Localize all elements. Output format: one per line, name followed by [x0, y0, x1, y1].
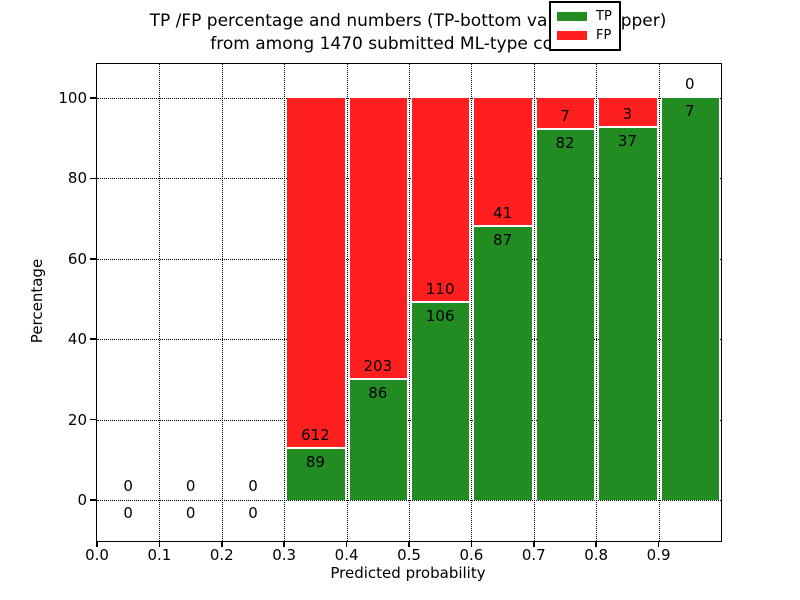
- y-axis-tick-label: 40: [67, 330, 87, 349]
- y-axis-tick: [90, 499, 97, 501]
- bar-label-fp: 0: [248, 477, 258, 495]
- bar-label-tp: 0: [123, 504, 133, 522]
- bar-label-tp: 106: [425, 306, 455, 325]
- legend-label-tp: TP: [596, 9, 612, 24]
- x-axis-tick: [470, 541, 473, 547]
- bar-label-fp: 0: [685, 75, 695, 93]
- gridline-vertical: [346, 64, 348, 541]
- x-axis-tick-label: 0.5: [397, 546, 421, 564]
- gridline-vertical: [596, 64, 598, 541]
- bar-label-tp: 89: [305, 452, 325, 471]
- x-axis-tick-label: 0.0: [85, 546, 109, 564]
- bar-label-fp: 7: [560, 106, 570, 125]
- gridline-vertical: [658, 64, 660, 541]
- x-axis-tick: [221, 541, 223, 547]
- bar-segment-fp: [287, 98, 345, 447]
- legend-label-fp: FP: [596, 28, 612, 43]
- x-axis-tick-label: 0.6: [459, 546, 484, 564]
- bar-segment-fp: [474, 98, 532, 225]
- x-axis-tick: [408, 541, 410, 547]
- bar-segment-fp: [536, 98, 595, 128]
- bar-segment-fp: [599, 98, 657, 127]
- bar-label-tp: 0: [185, 504, 196, 522]
- x-axis-tick: [595, 541, 597, 547]
- chart-title: TP /FP percentage and numbers (TP-bottom…: [96, 10, 720, 56]
- bar-label-fp: 0: [185, 477, 196, 495]
- bar-segment-tp: [536, 129, 595, 500]
- y-axis-tick-label: 100: [58, 89, 87, 107]
- x-axis-tick: [345, 541, 348, 547]
- bar-label-fp: 3: [622, 105, 633, 124]
- y-axis-tick: [90, 97, 97, 99]
- gridline-vertical: [409, 64, 410, 541]
- bar-label-fp: 203: [363, 357, 393, 376]
- x-axis-label: Predicted probability: [330, 564, 486, 582]
- y-axis-tick-label: 60: [67, 249, 87, 268]
- x-axis-tick-label: 0.4: [334, 546, 359, 564]
- y-axis-tick: [90, 338, 97, 340]
- y-axis-tick: [90, 177, 97, 180]
- x-axis-tick-label: 0.1: [147, 546, 172, 564]
- y-axis-tick-label: 80: [67, 169, 87, 188]
- bar-label-tp: 82: [555, 133, 575, 152]
- y-axis-tick: [90, 418, 97, 421]
- bar-label-tp: 37: [617, 132, 637, 151]
- y-axis-label: Percentage: [28, 258, 46, 344]
- bar-segment-tp: [287, 448, 345, 500]
- bar-label-tp: 87: [493, 230, 513, 249]
- x-axis-tick-label: 0.3: [272, 546, 297, 564]
- gridline-vertical: [471, 64, 473, 541]
- legend-entry-fp: FP: [557, 26, 612, 45]
- tp-color-swatch: [557, 12, 587, 21]
- bar-segment-tp: [474, 226, 532, 500]
- bar-segment-fp: [349, 98, 407, 379]
- x-axis-tick: [533, 541, 535, 547]
- gridline-vertical: [221, 64, 223, 541]
- bar-segment-fp: [412, 98, 470, 301]
- bar-label-tp: 7: [685, 102, 695, 120]
- x-axis-tick-label: 0.7: [521, 546, 546, 564]
- bar-segment-tp: [599, 128, 657, 500]
- bar-label-tp: 0: [248, 504, 258, 522]
- x-axis-tick: [96, 541, 98, 547]
- x-axis-tick-label: 0.2: [209, 546, 234, 564]
- x-axis-tick: [657, 541, 660, 547]
- y-axis-tick-label: 0: [77, 491, 87, 509]
- bar-label-fp: 0: [123, 477, 133, 495]
- x-axis-tick: [283, 541, 285, 547]
- gridline-vertical: [533, 64, 535, 541]
- bar-segment-tp: [412, 302, 470, 500]
- y-axis-tick: [90, 258, 97, 260]
- bar-label-fp: 612: [301, 425, 330, 444]
- chart-title-line1: TP /FP percentage and numbers (TP-bottom…: [149, 11, 667, 31]
- chart-title-line2: from among 1470 submitted ML-type contac…: [210, 34, 606, 54]
- x-axis-tick-label: 0.8: [584, 546, 609, 564]
- plot-area: 0 20 40 60 80 100 0.0 0.1 0.2 0.3 0.4 0.5 0.6 0.7 0.8 0…: [58, 63, 722, 564]
- bar-label-tp: 86: [368, 384, 388, 403]
- bar-label-fp: 110: [425, 279, 455, 298]
- bar-label-fp: 41: [493, 203, 513, 222]
- bar-segment-tp: [661, 98, 719, 500]
- legend: TP FP: [549, 1, 621, 51]
- legend-entry-tp: TP: [557, 7, 612, 26]
- gridline-vertical: [159, 64, 161, 541]
- x-axis-tick-label: 0.9: [646, 546, 671, 564]
- x-axis-tick: [158, 541, 161, 547]
- y-axis-tick-label: 20: [67, 410, 87, 429]
- gridline-vertical: [284, 64, 286, 541]
- fp-color-swatch: [557, 31, 587, 40]
- bar-segment-tp: [349, 380, 407, 500]
